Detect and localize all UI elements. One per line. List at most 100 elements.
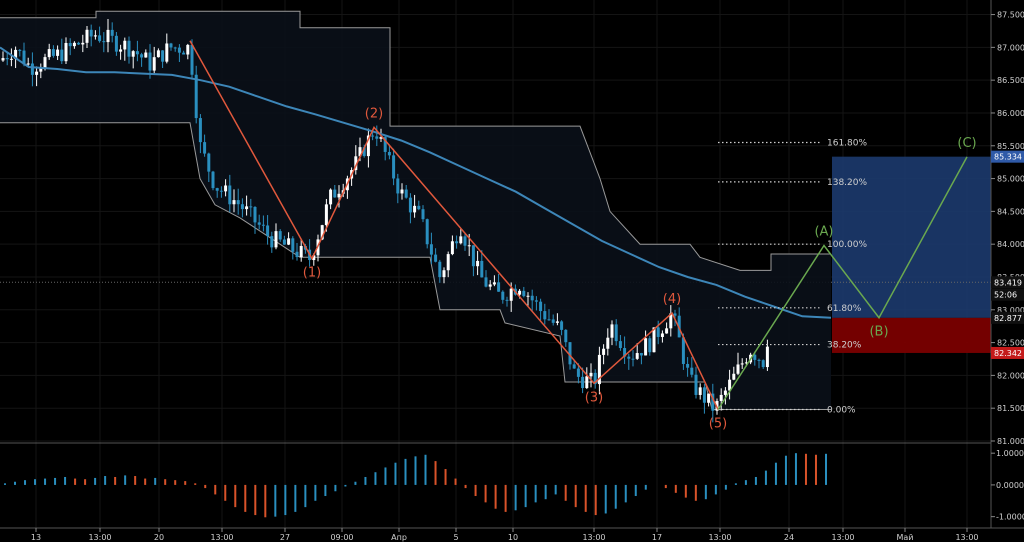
candle-up (555, 321, 559, 323)
wave-label: (2) (365, 106, 383, 121)
candle-up (72, 42, 76, 47)
moving-average-line (0, 46, 832, 319)
wave-label: (B) (869, 325, 888, 340)
candle-up (119, 49, 123, 52)
candle-up (47, 49, 51, 58)
candle-down (417, 205, 421, 210)
candle-up (366, 135, 370, 157)
candle-down (560, 321, 564, 330)
x-tick-label: 13 (31, 533, 41, 542)
candle-up (610, 324, 614, 338)
candle-down (140, 54, 144, 58)
x-tick-label: 13:00 (955, 533, 978, 542)
price-axis[interactable]: 87.500 87.000 86.500 86.000 85.500 85.000 84.5… (991, 11, 1024, 446)
x-tick-label: 27 (280, 533, 290, 542)
candle-up (329, 189, 333, 205)
candle-down (530, 295, 534, 301)
x-tick-label: 13:00 (708, 533, 731, 542)
price-badge-label: 85.334 (994, 153, 1022, 162)
candle-up (446, 254, 450, 271)
candle-down (18, 49, 22, 51)
candle-up (509, 288, 513, 301)
correction-wave-line (717, 156, 968, 410)
candle-up (224, 185, 228, 192)
candle-down (761, 360, 765, 368)
candle-down (434, 254, 438, 262)
candle-up (400, 189, 404, 194)
candle-down (207, 153, 211, 172)
y-tick-label: 85.000 (997, 175, 1024, 184)
candle-down (261, 224, 265, 226)
candle-down (190, 44, 194, 75)
candle-down (539, 301, 543, 312)
candle-down (614, 324, 618, 342)
candle-up (707, 393, 711, 403)
candle-down (198, 118, 202, 143)
wave-label: (5) (709, 417, 727, 432)
candle-down (656, 327, 660, 337)
candle-up (740, 363, 744, 365)
x-tick-label: 13:00 (582, 533, 605, 542)
candle-down (396, 178, 400, 194)
impulse-wave-line (189, 40, 719, 410)
candle-up (274, 231, 278, 248)
price-badge-label: 83.419 (994, 278, 1022, 287)
y-tick-label: 85.500 (997, 142, 1024, 151)
candle-up (320, 225, 324, 240)
y-tick-label: 84.500 (997, 207, 1024, 216)
candle-down (404, 189, 408, 198)
candle-down (161, 50, 165, 62)
candle-down (77, 42, 81, 45)
candle-down (135, 51, 139, 55)
y-tick-label: 81.000 (997, 437, 1024, 446)
candle-up (732, 373, 736, 380)
candle-down (425, 219, 429, 245)
candle-down (371, 135, 375, 137)
price-badge-label: 82.342 (994, 349, 1022, 358)
candle-down (375, 136, 379, 139)
candle-down (253, 206, 257, 223)
candle-up (123, 40, 127, 50)
candle-up (413, 205, 417, 213)
y-tick-label: 82.500 (997, 339, 1024, 348)
candle-up (324, 204, 328, 226)
candle-down (148, 52, 152, 71)
price-badge (991, 288, 1024, 301)
candle-down (194, 74, 198, 119)
candle-up (186, 44, 190, 55)
candle-up (450, 241, 454, 255)
candle-up (64, 42, 68, 62)
candle-up (698, 387, 702, 395)
price-badge (991, 346, 1024, 359)
candle-down (249, 206, 253, 208)
candle-up (165, 43, 169, 62)
candle-up (39, 68, 43, 72)
candle-up (719, 394, 723, 401)
candle-down (203, 142, 207, 154)
candle-down (455, 241, 459, 244)
time-axis[interactable]: 13 13:00 20 13:00 27 09:00 Апр 5 10 13:00 17 13:00 2… (31, 528, 979, 542)
candle-up (652, 327, 656, 353)
candle-down (593, 372, 597, 385)
candle-down (543, 311, 547, 320)
y-tick-label: 82.000 (997, 371, 1024, 380)
candle-down (240, 204, 244, 210)
candle-down (694, 374, 698, 395)
candle-up (597, 354, 601, 385)
wave-label: (C) (957, 136, 976, 151)
candle-up (56, 49, 60, 56)
candle-down (387, 151, 391, 156)
candle-up (526, 295, 530, 297)
candle-up (669, 313, 673, 329)
candle-up (589, 372, 593, 377)
candle-up (26, 63, 30, 65)
price-badge (991, 150, 1024, 163)
candle-down (60, 49, 64, 62)
fibonacci-label: 138.20% (827, 178, 867, 188)
candle-down (501, 291, 505, 300)
candle-down (278, 231, 282, 240)
candle-down (618, 341, 622, 349)
candle-down (463, 236, 467, 246)
candle-down (534, 300, 538, 302)
